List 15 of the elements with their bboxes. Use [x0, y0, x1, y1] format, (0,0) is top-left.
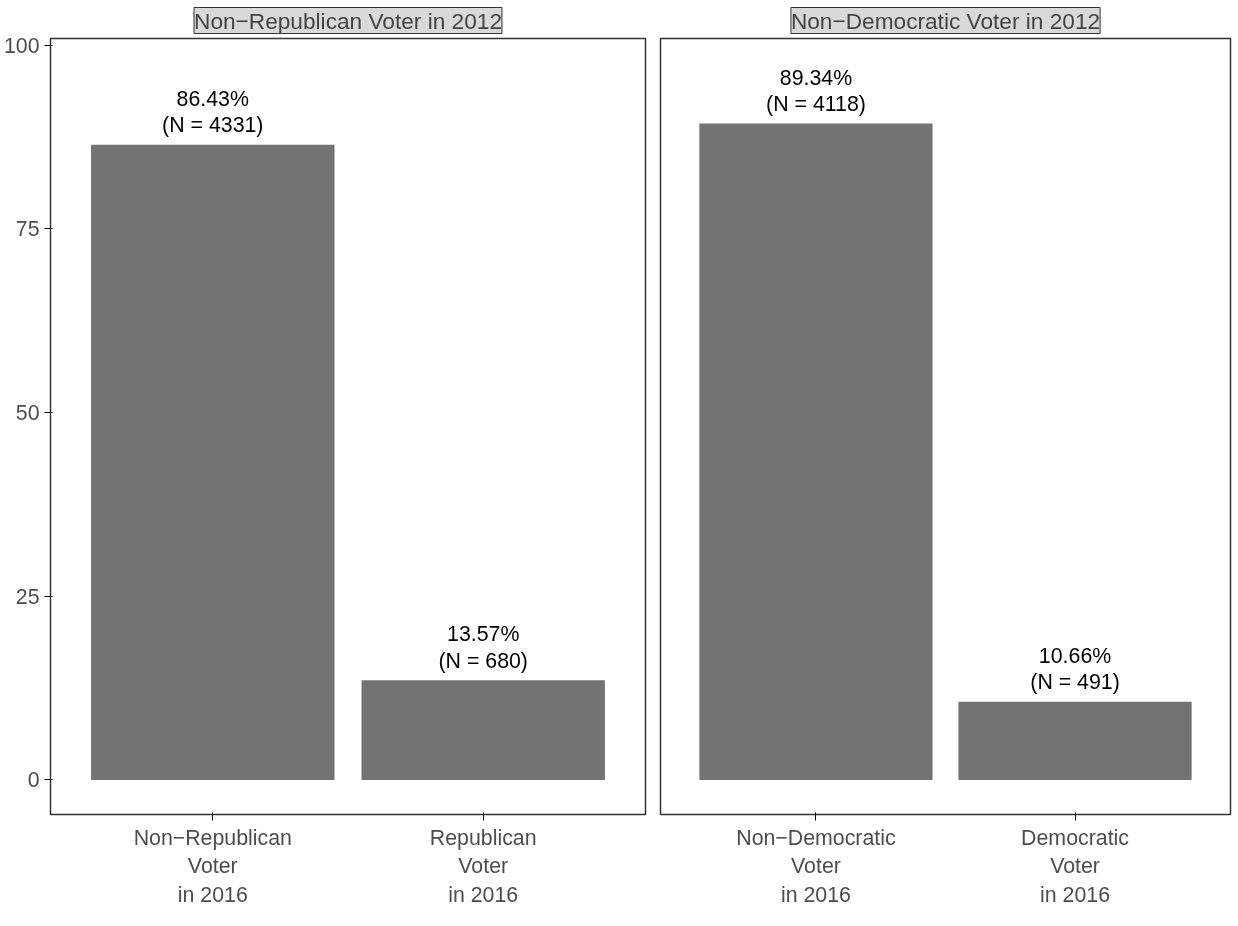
chart-title: Non−Republican Voter in 2012 [194, 7, 502, 34]
chart-title: Non−Democratic Voter in 2012 [790, 7, 1101, 34]
x-tick-label: Non−Republican Voter in 2016 [133, 825, 292, 908]
y-tick-label: 25 [15, 584, 40, 609]
y-tick-label: 50 [15, 401, 40, 426]
data-label: 89.34% (N = 4118) [766, 65, 866, 117]
x-tick-label: Republican Voter in 2016 [429, 825, 537, 908]
data-label: 13.57% (N = 680) [438, 622, 528, 673]
x-tick-label: Non−Democratic Voter in 2016 [736, 825, 897, 908]
y-tick-label: 75 [15, 217, 40, 242]
data-label: 86.43% (N = 4331) [162, 87, 264, 138]
x-tick-label: Democratic Voter in 2016 [1021, 825, 1130, 908]
y-tick-label: 0 [27, 768, 40, 793]
data-label: 10.66% (N = 491) [1030, 643, 1120, 695]
y-tick-label: 100 [3, 33, 40, 58]
